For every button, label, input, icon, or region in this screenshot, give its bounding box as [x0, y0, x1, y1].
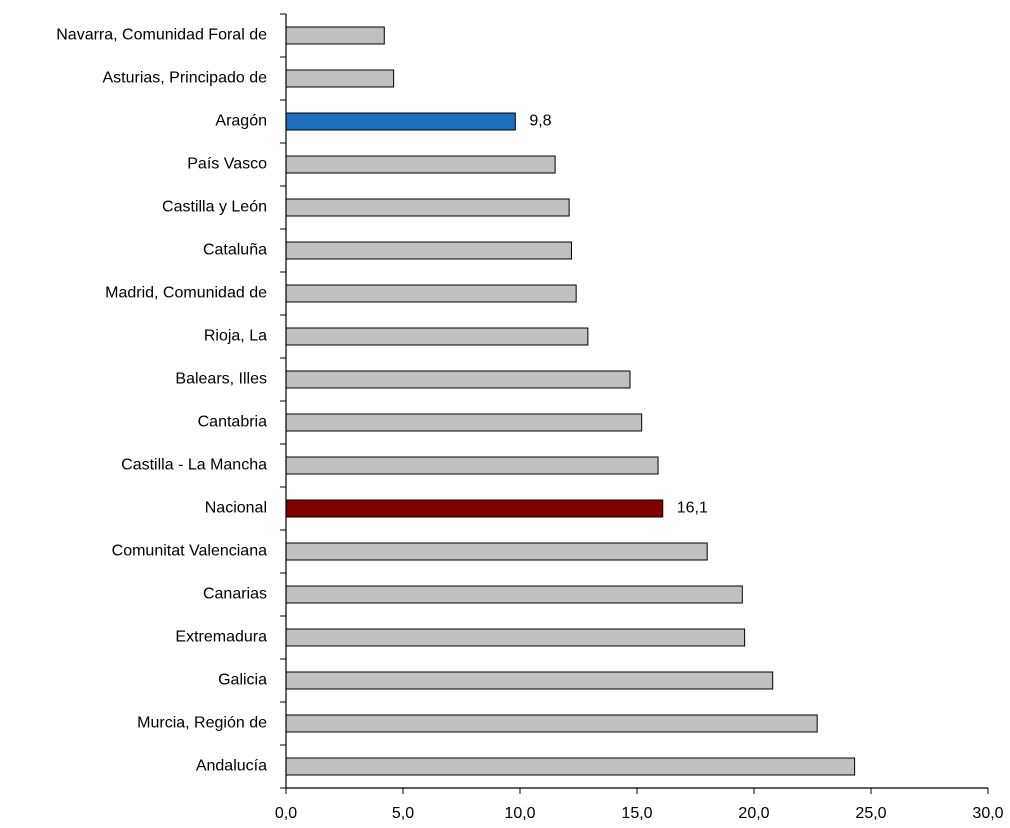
bar-7	[285, 327, 589, 346]
category-label-16: Murcia, Región de	[137, 715, 267, 732]
bar-16	[285, 714, 818, 733]
category-label-5: Cataluña	[203, 242, 267, 259]
bar-2	[285, 112, 516, 131]
bar-6	[285, 284, 577, 303]
category-label-3: País Vasco	[187, 156, 267, 173]
bar-14	[285, 628, 746, 647]
bar-11	[285, 499, 664, 518]
category-label-12: Comunitat Valenciana	[112, 543, 267, 560]
x-tick-label-1: 5,0	[392, 805, 414, 822]
data-label-1: 16,1	[677, 500, 708, 517]
category-label-6: Madrid, Comunidad de	[105, 285, 267, 302]
x-tick-label-5: 25,0	[855, 805, 886, 822]
x-tick-label-0: 0,0	[275, 805, 297, 822]
x-tick-label-6: 30,0	[972, 805, 1003, 822]
category-label-0: Navarra, Comunidad Foral de	[56, 27, 267, 44]
category-label-11: Nacional	[205, 500, 267, 517]
bar-17	[285, 757, 856, 776]
bar-9	[285, 413, 643, 432]
data-label-0: 9,8	[529, 113, 551, 130]
category-label-8: Balears, Illes	[175, 371, 267, 388]
category-label-4: Castilla y León	[162, 199, 267, 216]
bar-8	[285, 370, 631, 389]
bar-4	[285, 198, 570, 217]
category-label-2: Aragón	[215, 113, 267, 130]
x-tick-label-4: 20,0	[738, 805, 769, 822]
category-label-1: Asturias, Principado de	[102, 70, 267, 87]
category-label-7: Rioja, La	[204, 328, 267, 345]
bar-3	[285, 155, 556, 174]
bar-5	[285, 241, 572, 260]
bar-12	[285, 542, 708, 561]
bar-13	[285, 585, 743, 604]
x-tick-label-3: 15,0	[621, 805, 652, 822]
bar-1	[285, 69, 395, 88]
category-label-15: Galicia	[218, 672, 267, 689]
bar-15	[285, 671, 774, 690]
category-label-9: Cantabria	[198, 414, 267, 431]
x-tick-label-2: 10,0	[504, 805, 535, 822]
category-label-17: Andalucía	[196, 758, 267, 775]
category-label-14: Extremadura	[175, 629, 267, 646]
bar-0	[285, 26, 385, 45]
bar-10	[285, 456, 659, 475]
category-label-13: Canarias	[203, 586, 267, 603]
category-label-10: Castilla - La Mancha	[121, 457, 267, 474]
